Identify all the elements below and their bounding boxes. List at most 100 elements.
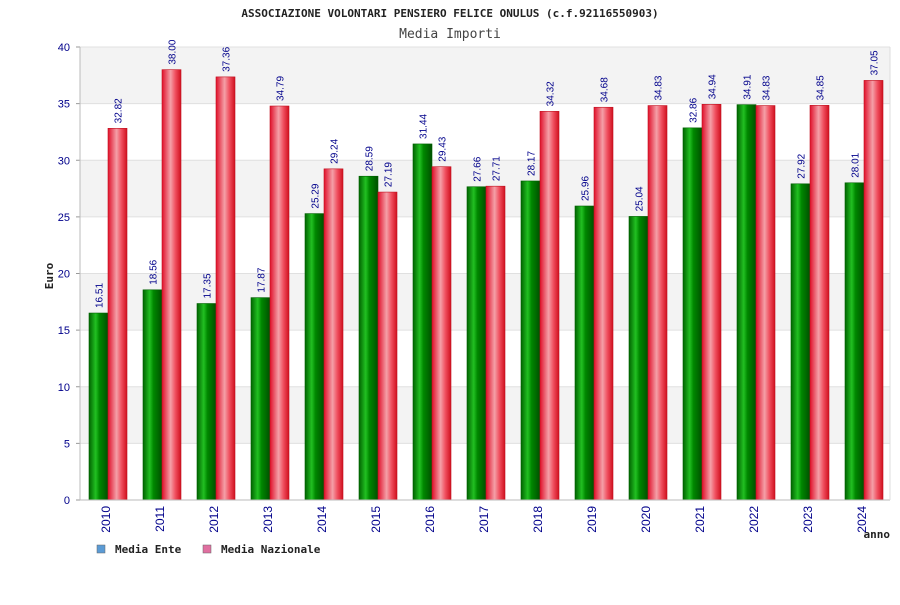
- x-axis-ticks: 2010 2011 2012 2013 2014 2015 2016 2017 2018 2019…: [99, 506, 869, 533]
- data-label-media-nazionale-2023: 34.85: [816, 75, 827, 100]
- x-tick-label-2024: 2024: [855, 506, 869, 533]
- data-label-media-ente-2016: 31.44: [419, 113, 430, 138]
- x-tick-label-2010: 2010: [99, 506, 113, 533]
- bar-media-ente-2024: [844, 182, 865, 501]
- data-label-media-nazionale-2020: 34.83: [654, 75, 665, 100]
- data-label-media-ente-2024: 28.01: [851, 152, 862, 177]
- bar-media-ente-2021: [682, 127, 703, 501]
- bar-media-nazionale-2013: [269, 105, 290, 501]
- bar-media-nazionale-2017: [485, 185, 506, 501]
- x-tick-label-2018: 2018: [531, 506, 545, 533]
- chart-title: ASSOCIAZIONE VOLONTARI PENSIERO FELICE O…: [241, 7, 658, 20]
- bar-media-nazionale-2010: [107, 128, 128, 501]
- bar-media-nazionale-2024: [863, 80, 884, 501]
- data-label-media-ente-2019: 25.96: [581, 176, 592, 201]
- data-label-media-nazionale-2016: 29.43: [438, 136, 449, 161]
- bar-media-ente-2013: [250, 297, 271, 501]
- x-tick-label-2015: 2015: [369, 506, 383, 533]
- y-tick-label: 20: [58, 269, 70, 281]
- bar-media-nazionale-2019: [593, 106, 614, 501]
- bar-media-ente-2017: [466, 186, 487, 501]
- data-label-media-nazionale-2019: 34.68: [600, 77, 611, 102]
- data-label-media-ente-2015: 28.59: [365, 146, 376, 171]
- y-axis-label: Euro: [43, 262, 56, 289]
- data-label-media-ente-2011: 18.56: [149, 259, 160, 284]
- data-label-media-ente-2010: 16.51: [95, 283, 106, 308]
- data-label-media-nazionale-2011: 38.00: [168, 39, 179, 64]
- chart-subtitle: Media Importi: [399, 27, 501, 42]
- x-tick-label-2016: 2016: [423, 506, 437, 533]
- bar-media-nazionale-2022: [755, 105, 776, 501]
- legend-label-media-nazionale: Media Nazionale: [221, 543, 321, 556]
- data-label-media-ente-2022: 34.91: [743, 74, 754, 99]
- bar-media-ente-2012: [196, 303, 217, 501]
- bar-media-nazionale-2015: [377, 191, 398, 501]
- x-tick-label-2022: 2022: [747, 506, 761, 533]
- bar-media-nazionale-2011: [161, 69, 182, 501]
- data-label-media-ente-2012: 17.35: [203, 273, 214, 298]
- data-label-media-ente-2018: 28.17: [527, 151, 538, 176]
- legend-swatch-media-ente: [96, 544, 106, 554]
- data-label-media-nazionale-2022: 34.83: [762, 75, 773, 100]
- bar-media-ente-2010: [88, 312, 109, 501]
- y-tick-label: 30: [58, 155, 70, 167]
- x-tick-label-2017: 2017: [477, 506, 491, 533]
- data-label-media-ente-2017: 27.66: [473, 156, 484, 181]
- y-tick-label: 0: [64, 495, 70, 507]
- data-label-media-nazionale-2012: 37.36: [222, 46, 233, 71]
- x-axis-label: anno: [864, 528, 891, 541]
- bar-media-nazionale-2023: [809, 105, 830, 501]
- x-tick-label-2021: 2021: [693, 506, 707, 533]
- x-tick-label-2013: 2013: [261, 506, 275, 533]
- x-tick-label-2019: 2019: [585, 506, 599, 533]
- bar-media-nazionale-2014: [323, 168, 344, 501]
- bar-media-ente-2020: [628, 216, 649, 501]
- bar-media-ente-2014: [304, 213, 325, 501]
- bar-media-nazionale-2021: [701, 104, 722, 501]
- data-label-media-nazionale-2018: 34.32: [546, 81, 557, 106]
- data-label-media-nazionale-2013: 34.79: [276, 76, 287, 101]
- bar-media-ente-2016: [412, 143, 433, 501]
- data-label-media-ente-2014: 25.29: [311, 183, 322, 208]
- y-tick-label: 40: [58, 42, 70, 54]
- data-label-media-nazionale-2021: 34.94: [708, 74, 719, 99]
- data-label-media-nazionale-2024: 37.05: [870, 50, 881, 75]
- x-tick-label-2011: 2011: [153, 506, 167, 532]
- x-tick-label-2023: 2023: [801, 506, 815, 533]
- data-label-media-nazionale-2015: 27.19: [384, 162, 395, 187]
- data-label-media-nazionale-2017: 27.71: [492, 156, 503, 181]
- data-label-media-nazionale-2010: 32.82: [114, 98, 125, 123]
- bar-media-nazionale-2018: [539, 111, 560, 501]
- y-axis-ticks: 0 5 10 15 20 25 30 35 40: [58, 42, 80, 507]
- bars: 16.51 32.82 18.56 38.00 17.35 37.36 17.87 34.79…: [88, 39, 884, 501]
- y-tick-label: 10: [58, 382, 70, 394]
- legend-label-media-ente: Media Ente: [115, 543, 182, 556]
- data-label-media-ente-2020: 25.04: [635, 186, 646, 211]
- bar-media-ente-2011: [142, 289, 163, 501]
- grid-band: [80, 47, 890, 104]
- data-label-media-ente-2023: 27.92: [797, 153, 808, 178]
- y-tick-label: 25: [58, 212, 70, 224]
- bar-media-ente-2022: [736, 104, 757, 501]
- axes: [79, 47, 891, 501]
- data-label-media-ente-2013: 17.87: [257, 267, 268, 292]
- bar-media-ente-2015: [358, 175, 379, 501]
- bar-media-ente-2018: [520, 180, 541, 501]
- legend-swatch-media-nazionale: [202, 544, 212, 554]
- y-tick-label: 35: [58, 99, 70, 111]
- data-label-media-ente-2021: 32.86: [689, 97, 700, 122]
- bar-media-ente-2019: [574, 205, 595, 501]
- y-tick-label: 15: [58, 325, 70, 337]
- legend: Media Ente Media Nazionale: [96, 543, 321, 556]
- bar-media-nazionale-2012: [215, 76, 236, 501]
- data-label-media-nazionale-2014: 29.24: [330, 138, 341, 163]
- y-tick-label: 5: [64, 438, 70, 450]
- bar-media-ente-2023: [790, 183, 811, 501]
- bar-media-nazionale-2016: [431, 166, 452, 501]
- bar-media-nazionale-2020: [647, 105, 668, 501]
- x-tick-label-2020: 2020: [639, 506, 653, 533]
- x-tick-label-2014: 2014: [315, 506, 329, 533]
- x-tick-label-2012: 2012: [207, 506, 221, 533]
